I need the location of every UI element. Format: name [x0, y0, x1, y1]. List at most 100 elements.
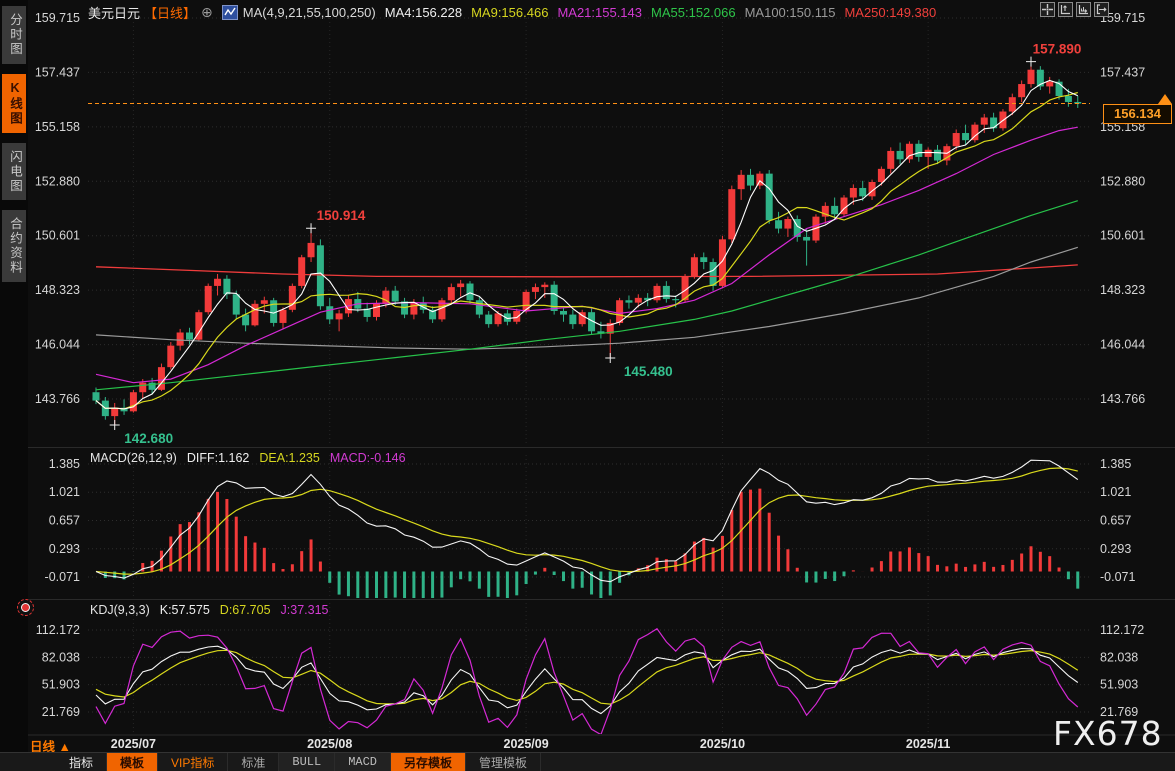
axis-label: 148.323 — [1100, 283, 1145, 297]
period-tag[interactable]: 【日线】 — [144, 6, 197, 21]
period-selector[interactable]: 日线 ▲ — [30, 740, 71, 754]
toolbar-indicators-button[interactable]: 指标 — [56, 753, 108, 771]
axis-label: 1.021 — [1100, 485, 1131, 499]
series-line — [95, 91, 1078, 410]
axis-label: 112.172 — [36, 623, 80, 637]
candles-group — [92, 61, 1082, 425]
ma55-value: MA55:152.066 — [651, 5, 736, 20]
axis-label: 0.293 — [1100, 542, 1131, 556]
chevron-up-icon: ▲ — [58, 740, 71, 754]
series-line — [95, 200, 1078, 391]
axis-label: -0.071 — [45, 570, 80, 584]
chart-header: 美元日元 【日线】 ⊕ MA(4,9,21,55,100,250) MA4:15… — [88, 3, 936, 22]
extreme-price-label: 145.480 — [624, 364, 673, 379]
zoom-x-axis-icon[interactable] — [1076, 2, 1091, 17]
series-line — [95, 467, 1078, 575]
macd-title[interactable]: MACD(26,12,9) — [90, 451, 177, 465]
ma100-value: MA100:150.115 — [744, 5, 836, 20]
axis-label: 146.044 — [35, 338, 80, 352]
axis-label: 0.657 — [49, 513, 80, 527]
axis-label: 1.385 — [1100, 457, 1131, 471]
month-label: 2025/08 — [307, 737, 352, 751]
extreme-price-label: 157.890 — [1033, 42, 1082, 57]
macd-dea-value: DEA:1.235 — [259, 451, 320, 465]
bottom-toolbar: 指标 模板 VIP指标 标准 BULL MACD 另存模板 管理模板 — [0, 752, 1175, 771]
month-label: 2025/09 — [504, 737, 549, 751]
toolbar-standard-button[interactable]: 标准 — [228, 753, 280, 771]
chart-style-icon[interactable] — [221, 5, 238, 20]
ma250-value: MA250:149.380 — [844, 5, 937, 20]
series-line — [95, 126, 1078, 384]
extreme-cross-icon — [1026, 56, 1036, 67]
ma9-value: MA9:156.466 — [471, 5, 549, 20]
axis-label: 0.657 — [1100, 513, 1131, 527]
toolbar-templates-button[interactable]: 模板 — [107, 753, 159, 771]
axis-label: 21.769 — [1100, 705, 1138, 719]
crosshair-icon[interactable] — [1040, 2, 1055, 17]
toolbar-bull-button[interactable]: BULL — [279, 753, 336, 771]
month-label: 2025/07 — [111, 737, 156, 751]
axis-label: 143.766 — [35, 392, 80, 406]
pan-right-icon[interactable] — [1094, 2, 1109, 17]
axis-label: 159.715 — [35, 11, 80, 25]
kdj-k-value: K:57.575 — [159, 603, 210, 617]
kdj-d-value: D:67.705 — [219, 603, 271, 617]
sidebar-tab-kline[interactable]: K线图 — [2, 73, 26, 133]
series-line — [95, 627, 1079, 734]
series-line — [95, 649, 1079, 705]
axis-label: 82.038 — [42, 650, 80, 664]
axis-label: 157.437 — [35, 65, 80, 79]
kdj-header: KDJ(9,3,3) K:57.575 D:67.705 J:37.315 — [90, 603, 329, 617]
axis-label: 51.903 — [42, 678, 80, 692]
sidebar-tab-lightning[interactable]: 闪电图 — [2, 142, 26, 200]
ma4-value: MA4:156.228 — [384, 5, 463, 20]
kdj-title[interactable]: KDJ(9,3,3) — [90, 603, 150, 617]
ma21-value: MA21:155.143 — [557, 5, 643, 20]
symbol-title: 美元日元 — [88, 6, 141, 21]
axis-label: 82.038 — [1100, 650, 1138, 664]
sidebar-tab-contract-info[interactable]: 合约资料 — [2, 210, 26, 282]
axis-label: 152.880 — [1100, 174, 1145, 188]
price-arrow-icon — [1158, 94, 1172, 104]
axis-label: 148.323 — [35, 283, 80, 297]
toolbar-vip-indicators-button[interactable]: VIP指标 — [158, 753, 229, 771]
zoom-y-axis-icon[interactable] — [1058, 2, 1073, 17]
axis-label: 150.601 — [1100, 229, 1145, 243]
axis-label: 112.172 — [1100, 623, 1144, 637]
month-label: 2025/10 — [700, 737, 745, 751]
toolbar-macd-button[interactable]: MACD — [335, 753, 392, 771]
sidebar-tab-timeline[interactable]: 分时图 — [2, 6, 26, 64]
axis-label: 0.293 — [49, 542, 80, 556]
axis-label: 21.769 — [42, 705, 80, 719]
series-line — [95, 459, 1079, 583]
series-line — [95, 79, 1079, 410]
axis-label: 157.437 — [1100, 65, 1145, 79]
toolbar-manage-template-button[interactable]: 管理模板 — [466, 753, 542, 771]
indicator-settings-icon[interactable] — [17, 599, 34, 616]
extreme-price-label: 142.680 — [124, 431, 173, 446]
ma-params-label: MA(4,9,21,55,100,250) — [242, 5, 376, 20]
axis-label: 146.044 — [1100, 338, 1145, 352]
axis-label: 152.880 — [35, 174, 80, 188]
axis-label: 1.021 — [49, 485, 80, 499]
extreme-cross-icon — [605, 353, 616, 364]
kdj-j-value: J:37.315 — [280, 603, 329, 617]
series-line — [95, 246, 1078, 350]
axis-label: 159.715 — [1100, 11, 1145, 25]
axis-label: 150.601 — [35, 229, 80, 243]
series-line — [95, 645, 1079, 715]
axis-label: 155.158 — [35, 120, 80, 134]
fx678-watermark: FX678 — [1053, 714, 1163, 753]
macd-header: MACD(26,12,9) DIFF:1.162 DEA:1.235 MACD:… — [90, 451, 406, 465]
series-line — [95, 264, 1078, 278]
toolbar-save-template-button[interactable]: 另存模板 — [391, 753, 467, 771]
axis-label: -0.071 — [1100, 570, 1135, 584]
chart-tools — [1040, 2, 1109, 17]
sidebar: 分时图 K线图 闪电图 合约资料 — [0, 0, 28, 752]
add-compare-icon[interactable]: ⊕ — [201, 4, 213, 20]
axis-label: 143.766 — [1100, 392, 1145, 406]
extreme-cross-icon — [109, 419, 120, 430]
extreme-price-label: 150.914 — [317, 208, 366, 223]
last-price-badge: 156.134 — [1103, 104, 1172, 124]
